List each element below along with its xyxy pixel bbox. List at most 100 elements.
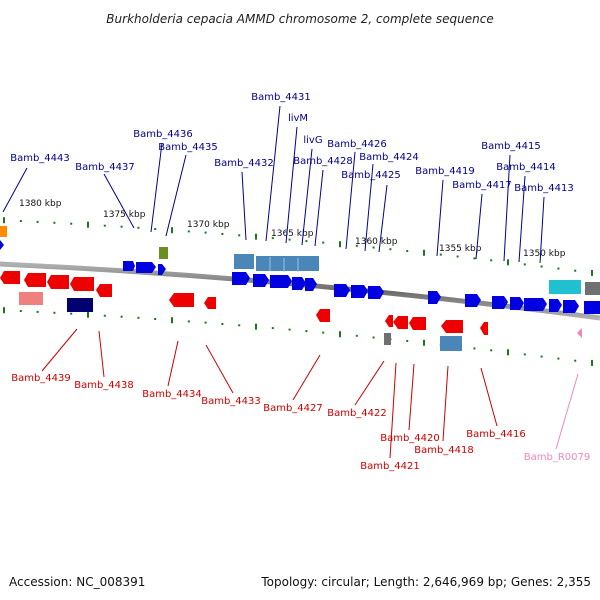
gene-label[interactable]: Bamb_4415: [481, 141, 541, 152]
rna-gene-label[interactable]: Bamb_R0079: [524, 452, 590, 463]
scale-tick-minor: [305, 330, 307, 332]
scale-tick-minor: [154, 318, 156, 320]
scale-tick-minor: [137, 227, 139, 229]
scale-tick-minor: [238, 234, 240, 236]
scale-tick-minor: [305, 240, 307, 242]
scale-tick-minor: [154, 228, 156, 230]
gene-arrow-forward[interactable]: [563, 300, 579, 313]
gene-arrow-forward[interactable]: [428, 291, 441, 304]
scale-tick-minor: [373, 337, 375, 339]
gene-label[interactable]: Bamb_4418: [414, 445, 474, 456]
gene-block-olive[interactable]: [159, 247, 168, 259]
gene-label[interactable]: Bamb_4414: [496, 162, 556, 173]
scale-tick-major: [339, 241, 341, 247]
gene-arrow-forward[interactable]: [549, 299, 562, 312]
scale-tick-major: [507, 349, 509, 355]
gene-arrow-reverse[interactable]: [169, 293, 194, 307]
gene-arrow-reverse[interactable]: [0, 271, 20, 284]
gene-label[interactable]: Bamb_4428: [293, 156, 353, 167]
gene-label[interactable]: Bamb_4421: [360, 461, 420, 472]
gene-label[interactable]: Bamb_4432: [214, 158, 274, 169]
gene-arrow-forward[interactable]: [351, 285, 368, 298]
gene-arrow-reverse[interactable]: [70, 277, 94, 291]
gene-label[interactable]: Bamb_4420: [380, 433, 440, 444]
gene-arrow-forward[interactable]: [253, 274, 269, 287]
gene-arrow-reverse[interactable]: [316, 309, 330, 322]
rna-gene-marker[interactable]: [577, 328, 582, 338]
gene-block-steelblue[interactable]: [256, 256, 319, 271]
gene-block-gray[interactable]: [384, 333, 391, 345]
gene-label[interactable]: Bamb_4435: [158, 142, 218, 153]
scale-tick-minor: [205, 322, 207, 324]
gene-label[interactable]: Bamb_4416: [466, 429, 526, 440]
gene-label[interactable]: Bamb_4437: [75, 162, 135, 173]
gene-block-pink[interactable]: [19, 292, 43, 305]
gene-block-steelblue[interactable]: [234, 254, 254, 269]
scale-tick-minor: [322, 332, 324, 334]
scale-tick-minor: [574, 270, 576, 272]
gene-label[interactable]: Bamb_4425: [341, 170, 401, 181]
gene-arrow-forward[interactable]: [0, 240, 4, 250]
gene-label[interactable]: Bamb_4422: [327, 408, 387, 419]
gene-block-steelblue[interactable]: [440, 336, 462, 351]
scale-tick-major: [423, 250, 425, 256]
gene-arrow-forward[interactable]: [524, 298, 547, 311]
genome-map: Burkholderia cepacia AMMD chromosome 2, …: [0, 0, 600, 600]
gene-label[interactable]: Bamb_4413: [514, 183, 574, 194]
gene-arrow-reverse[interactable]: [441, 320, 463, 333]
accession-label: Accession: NC_008391: [9, 575, 145, 589]
scale-tick-minor: [557, 268, 559, 270]
gene-label[interactable]: Bamb_4438: [74, 380, 134, 391]
gene-label[interactable]: Bamb_4434: [142, 389, 202, 400]
gene-arrow-forward[interactable]: [584, 301, 600, 314]
scale-tick-major: [171, 317, 173, 323]
gene-arrow-reverse[interactable]: [47, 275, 69, 289]
gene-block-navy[interactable]: [67, 298, 93, 312]
gene-arrow-reverse[interactable]: [393, 316, 408, 329]
gene-block-orange[interactable]: [0, 226, 7, 237]
scale-tick-major: [3, 307, 5, 313]
gene-arrow-reverse[interactable]: [385, 315, 393, 327]
scale-tick-minor: [37, 221, 39, 223]
gene-label[interactable]: Bamb_4417: [452, 180, 512, 191]
gene-arrow-forward[interactable]: [368, 286, 384, 299]
gene-arrow-reverse[interactable]: [96, 284, 112, 297]
gene-label[interactable]: Bamb_4424: [359, 152, 419, 163]
scale-tick-minor: [406, 340, 408, 342]
scale-tick-minor: [289, 329, 291, 331]
scale-tick-major: [255, 324, 257, 330]
gene-arrow-reverse[interactable]: [24, 273, 46, 287]
gene-arrow-forward[interactable]: [305, 278, 317, 291]
scale-tick-major: [423, 340, 425, 346]
gene-arrow-forward[interactable]: [232, 272, 250, 285]
scale-tick-minor: [20, 310, 22, 312]
gene-label[interactable]: Bamb_4436: [133, 129, 193, 140]
scale-tick-minor: [188, 230, 190, 232]
gene-arrow-forward[interactable]: [292, 277, 306, 290]
scale-tick-minor: [473, 347, 475, 349]
gene-arrow-forward[interactable]: [270, 275, 292, 288]
scale-tick-major: [3, 217, 5, 223]
scale-tick-major: [87, 222, 89, 228]
gene-label[interactable]: Bamb_4431: [251, 92, 311, 103]
gene-label[interactable]: Bamb_4419: [415, 166, 475, 177]
gene-arrow-forward[interactable]: [123, 261, 135, 271]
gene-arrow-forward[interactable]: [334, 284, 350, 297]
gene-label[interactable]: Bamb_4443: [10, 153, 70, 164]
scale-tick-major: [591, 270, 593, 276]
gene-arrow-reverse[interactable]: [480, 322, 488, 335]
gene-block-cyan[interactable]: [549, 280, 581, 294]
gene-label[interactable]: Bamb_4433: [201, 396, 261, 407]
scale-tick-minor: [188, 320, 190, 322]
gene-label[interactable]: Bamb_4427: [263, 403, 323, 414]
scale-tick-minor: [473, 257, 475, 259]
gene-arrow-reverse[interactable]: [409, 317, 426, 330]
gene-arrow-forward[interactable]: [136, 262, 156, 273]
scale-tick-minor: [37, 311, 39, 313]
gene-label[interactable]: Bamb_4439: [11, 373, 71, 384]
gene-label[interactable]: livG: [303, 135, 322, 146]
gene-arrow-reverse[interactable]: [204, 297, 216, 309]
gene-label[interactable]: Bamb_4426: [327, 139, 387, 150]
gene-label[interactable]: livM: [288, 113, 308, 124]
gene-block-gray[interactable]: [585, 282, 600, 295]
